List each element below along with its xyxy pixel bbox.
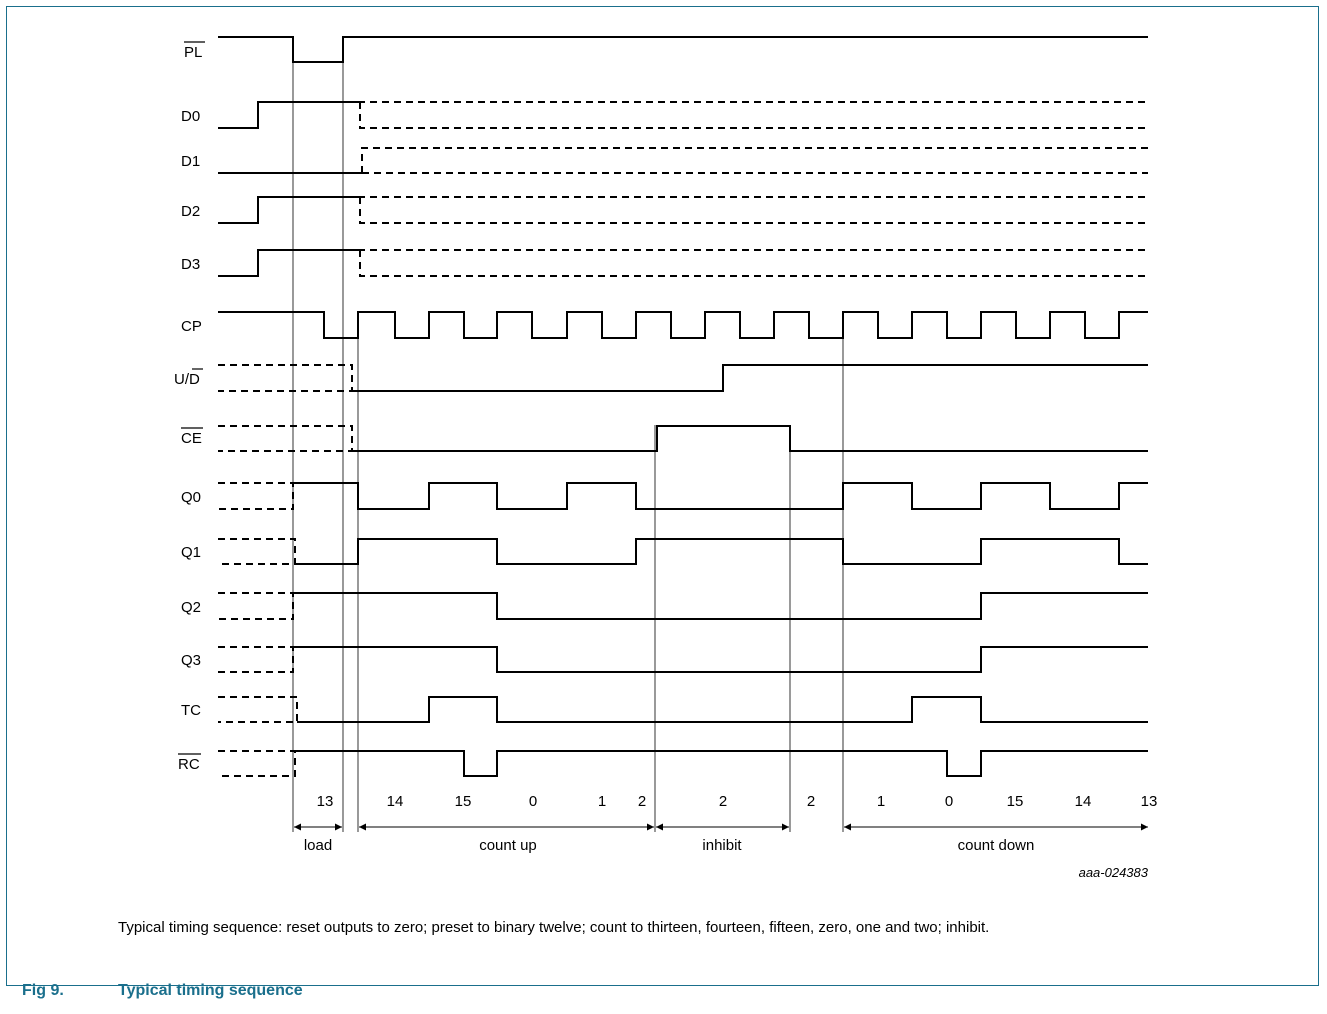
label-d3: D3: [181, 256, 200, 273]
timing-diagram: PL D0 D1 D2 D3 CP U/D CE Q0 Q1 Q2 Q3 TC …: [174, 36, 1158, 880]
waveform-q1-dashed: [218, 538, 296, 565]
waveform-ud: [352, 364, 1148, 392]
reference-lines: [292, 38, 844, 832]
waveform-d0-dashed-low: [359, 102, 1148, 129]
count-value: 0: [945, 793, 953, 810]
label-q0: Q0: [181, 489, 201, 506]
label-rc: RC: [178, 756, 200, 773]
count-value: 14: [387, 793, 404, 810]
count-value: 2: [719, 793, 727, 810]
count-value: 1: [877, 793, 885, 810]
label-q2: Q2: [181, 599, 201, 616]
label-pl: PL: [184, 44, 202, 61]
figure-title: Typical timing sequence: [118, 982, 303, 999]
waveform-ce-dashed: [218, 425, 353, 452]
signal-labels: PL D0 D1 D2 D3 CP U/D CE Q0 Q1 Q2 Q3 TC …: [174, 41, 205, 773]
waveform-q3: [293, 646, 1148, 673]
count-value: 15: [455, 793, 472, 810]
label-q1: Q1: [181, 544, 201, 561]
waveform-cp: [218, 311, 1148, 339]
figure-caption: Typical timing sequence: reset outputs t…: [118, 919, 990, 936]
waveform-rc-dashed: [218, 750, 296, 777]
label-d0: D0: [181, 108, 200, 125]
waveform-ce: [352, 425, 1148, 452]
waveform-q3-dashed: [218, 646, 294, 673]
label-d1: D1: [181, 153, 200, 170]
label-ce: CE: [181, 430, 202, 447]
waveform-pl: [218, 36, 1148, 63]
phase-label-count-down: count down: [958, 837, 1035, 854]
waveform-tc-dashed: [218, 696, 298, 723]
waveform-q1: [295, 538, 1148, 565]
count-value: 0: [529, 793, 537, 810]
label-cp: CP: [181, 318, 202, 335]
waveforms: [218, 36, 1148, 777]
figure-frame: [6, 6, 1319, 986]
count-value: 13: [317, 793, 334, 810]
phase-label-count-up: count up: [479, 837, 537, 854]
count-value: 13: [1141, 793, 1158, 810]
waveform-tc: [297, 696, 1148, 723]
label-tc: TC: [181, 702, 201, 719]
waveform-rc: [295, 750, 1148, 777]
label-q3: Q3: [181, 652, 201, 669]
waveform-d3-dashed-low: [359, 250, 1148, 277]
phase-label-load: load: [304, 837, 332, 854]
count-numbers: 13 14 15 0 1 2 2 2 1 0 15 14 13: [317, 793, 1158, 810]
waveform-d2: [218, 196, 358, 224]
count-value: 2: [638, 793, 646, 810]
phase-label-inhibit: inhibit: [702, 837, 742, 854]
figure-code: aaa-024383: [1079, 865, 1149, 880]
count-value: 15: [1007, 793, 1024, 810]
waveform-ud-dashed: [218, 364, 353, 392]
waveform-d1-dashed-high: [361, 147, 1148, 173]
waveform-q0: [293, 482, 1148, 510]
label-ud: U/D: [174, 371, 200, 388]
figure-number: Fig 9.: [22, 982, 64, 999]
label-d2: D2: [181, 203, 200, 220]
waveform-d3: [218, 249, 358, 277]
waveform-q0-dashed: [218, 482, 294, 510]
waveform-q2: [293, 592, 1148, 620]
count-value: 14: [1075, 793, 1092, 810]
waveform-d0: [218, 101, 358, 129]
count-value: 2: [807, 793, 815, 810]
figure-heading: Fig 9. Typical timing sequence: [22, 982, 303, 1000]
count-value: 1: [598, 793, 606, 810]
waveform-d2-dashed-low: [359, 197, 1148, 224]
waveform-q2-dashed: [218, 592, 294, 620]
phase-labels: load count up inhibit count down: [304, 837, 1035, 854]
